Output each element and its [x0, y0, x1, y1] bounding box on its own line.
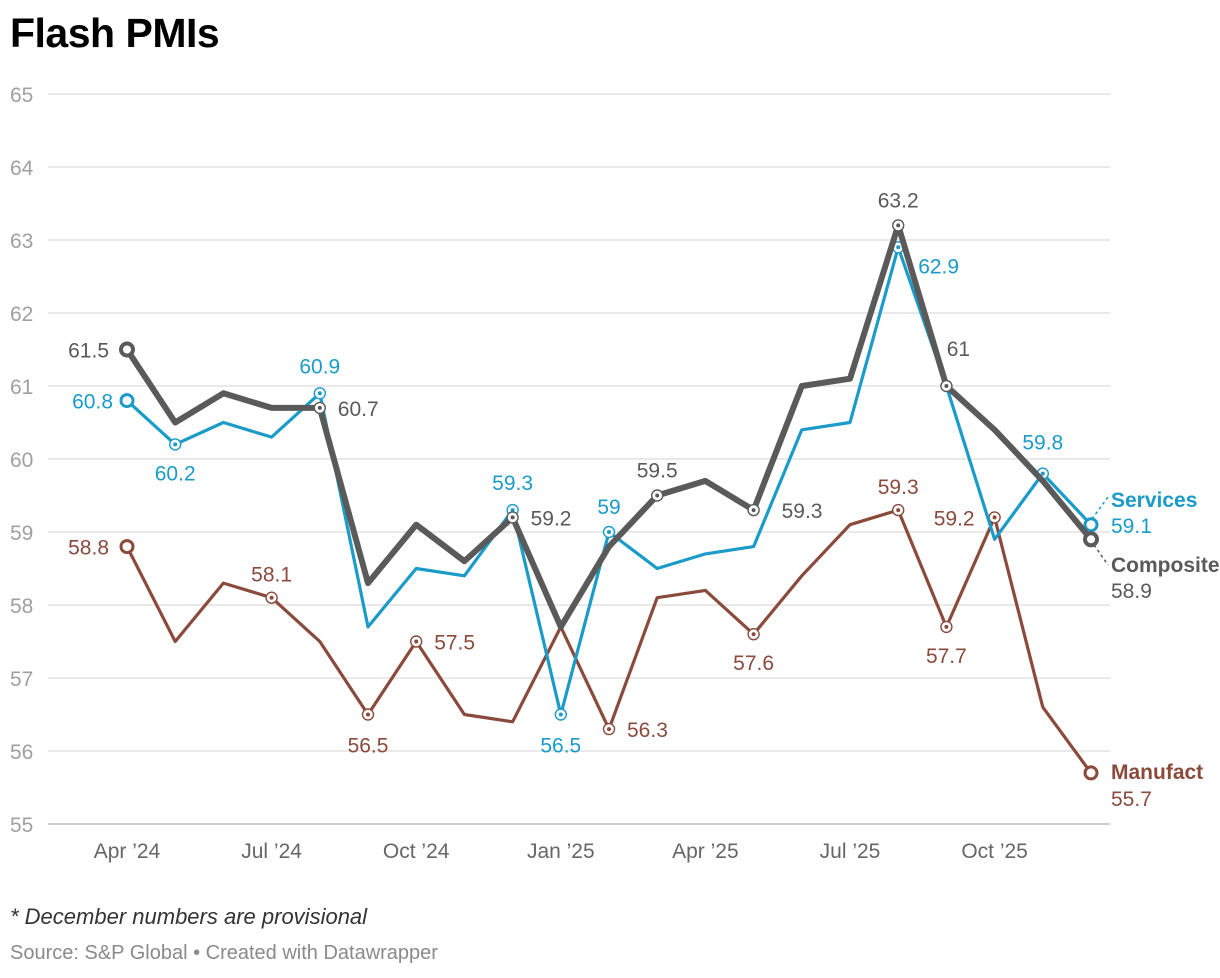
data-label-composite: 59.5 [637, 460, 678, 483]
data-point-dot [896, 223, 901, 228]
y-tick-label: 65 [10, 84, 33, 107]
y-tick-label: 63 [10, 230, 33, 253]
data-point-manufacturing [119, 539, 135, 555]
data-label-composite: 59.2 [531, 507, 572, 530]
series-last-value-composite: 58.9 [1111, 580, 1152, 603]
data-point-dot [655, 493, 660, 498]
y-axis-ticks: 55 56 57 58 59 60 61 62 63 64 65 [10, 84, 34, 837]
data-point-dot [1040, 471, 1045, 476]
label-leader [1091, 496, 1109, 520]
data-point-dot [607, 727, 611, 732]
data-label-manufacturing: 56.5 [348, 735, 389, 758]
data-label-composite: 60.7 [338, 398, 379, 421]
data-point-dot [269, 595, 274, 600]
y-tick-label: 61 [10, 376, 33, 399]
series-name-manufacturing: Manufact [1111, 761, 1203, 784]
data-point-dot [896, 245, 901, 250]
data-label-composite: 63.2 [878, 189, 919, 212]
data-label-services: 56.5 [540, 735, 581, 758]
x-tick-label: Apr ’24 [94, 840, 161, 863]
data-label-manufacturing: 58.1 [251, 564, 292, 587]
series-name-services: Services [1111, 489, 1197, 512]
data-point-dot [510, 508, 515, 513]
series-name-composite: Composite [1111, 554, 1220, 577]
series-layer [119, 219, 1099, 781]
data-point-dot [992, 515, 997, 520]
data-label-manufacturing: 59.3 [878, 476, 919, 499]
data-point-dot [510, 515, 515, 520]
data-label-services: 60.9 [299, 355, 340, 378]
data-point-composite [119, 341, 135, 358]
y-tick-label: 64 [10, 157, 34, 180]
data-point-dot [944, 384, 949, 388]
x-tick-label: Jul ’24 [241, 840, 302, 863]
data-label-manufacturing: 59.2 [934, 507, 975, 530]
data-point-dot [366, 712, 370, 717]
data-point-dot [317, 405, 322, 410]
x-axis-ticks: Apr ’24 Jul ’24 Oct ’24 Jan ’25 Apr ’25 Jul ’… [94, 840, 1028, 863]
series-last-value-services: 59.1 [1111, 515, 1152, 538]
grid-lines [48, 93, 1110, 825]
y-tick-label: 55 [10, 814, 33, 837]
data-label-services: 60.8 [72, 391, 113, 414]
series-last-value-manufacturing: 55.7 [1111, 788, 1152, 811]
y-tick-label: 56 [10, 741, 33, 764]
data-label-manufacturing: 58.8 [68, 537, 109, 560]
data-point-dot [751, 632, 756, 637]
data-point-dot [317, 391, 322, 396]
x-tick-label: Jul ’25 [820, 840, 881, 863]
data-point-dot [558, 712, 563, 717]
data-label-services: 59.3 [492, 472, 533, 495]
x-tick-label: Apr ’25 [672, 840, 739, 863]
data-label-composite: 61.5 [68, 340, 109, 363]
data-label-manufacturing: 56.3 [627, 719, 668, 742]
data-point-services [1083, 517, 1099, 533]
data-label-services: 59.8 [1022, 432, 1063, 455]
data-label-manufacturing: 57.5 [434, 632, 475, 655]
data-point-dot [751, 508, 756, 513]
y-tick-label: 59 [10, 522, 33, 545]
series-line-composite [124, 222, 1094, 630]
label-leader [1093, 544, 1109, 566]
source-credit: Source: S&P Global • Created with Datawr… [10, 942, 438, 964]
x-tick-label: Oct ’25 [961, 840, 1028, 863]
data-point-services [119, 393, 135, 409]
data-point-dot [896, 508, 901, 513]
y-tick-label: 62 [10, 303, 33, 326]
data-label-services: 62.9 [918, 255, 959, 278]
data-point-manufacturing [1083, 765, 1099, 781]
y-tick-label: 57 [10, 668, 33, 691]
x-tick-label: Jan ’25 [527, 840, 595, 863]
data-point-dot [414, 639, 419, 644]
data-point-dot [944, 624, 949, 629]
y-tick-label: 58 [10, 595, 33, 618]
data-labels: 58.8 58.1 56.5 57.5 56.3 57.6 59.3 57.7 59.2 60.8… [68, 189, 1219, 811]
data-label-composite: 59.3 [782, 500, 823, 523]
data-point-dot [173, 442, 178, 447]
data-label-manufacturing: 57.6 [733, 652, 774, 675]
data-point-composite [1083, 531, 1099, 548]
data-label-composite: 61 [947, 338, 970, 361]
line-chart: 55 56 57 58 59 60 61 62 63 64 65 Apr ’24 Jul ’24 Oct… [10, 84, 1220, 863]
data-label-services: 60.2 [155, 462, 196, 485]
footnote: * December numbers are provisional [10, 904, 368, 929]
data-label-manufacturing: 57.7 [926, 645, 967, 668]
y-tick-label: 60 [10, 449, 33, 472]
data-label-services: 59 [597, 496, 620, 519]
data-point-dot [607, 530, 611, 534]
x-tick-label: Oct ’24 [383, 840, 450, 863]
chart-title: Flash PMIs [10, 10, 220, 56]
